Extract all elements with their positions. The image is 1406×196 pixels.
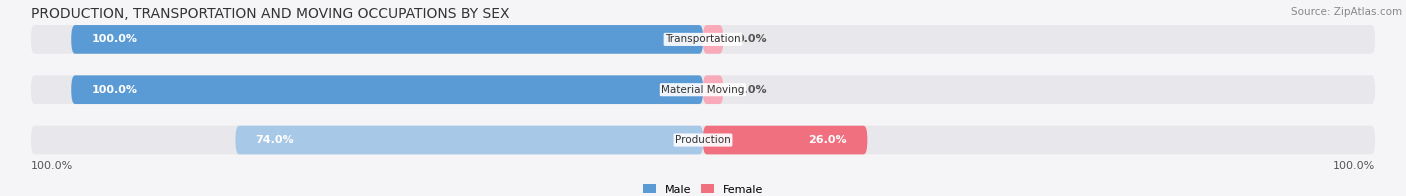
Text: Transportation: Transportation: [665, 34, 741, 44]
Text: 0.0%: 0.0%: [737, 34, 768, 44]
Text: Material Moving: Material Moving: [661, 85, 745, 95]
Text: Production: Production: [675, 135, 731, 145]
FancyBboxPatch shape: [72, 25, 703, 54]
Text: PRODUCTION, TRANSPORTATION AND MOVING OCCUPATIONS BY SEX: PRODUCTION, TRANSPORTATION AND MOVING OC…: [31, 7, 509, 21]
FancyBboxPatch shape: [703, 25, 723, 54]
Text: 74.0%: 74.0%: [256, 135, 294, 145]
Text: 100.0%: 100.0%: [1333, 161, 1375, 171]
FancyBboxPatch shape: [703, 75, 723, 104]
Text: 100.0%: 100.0%: [91, 85, 138, 95]
Text: Source: ZipAtlas.com: Source: ZipAtlas.com: [1291, 7, 1402, 17]
Legend: Male, Female: Male, Female: [643, 184, 763, 195]
FancyBboxPatch shape: [31, 126, 1375, 154]
Text: 0.0%: 0.0%: [737, 85, 768, 95]
Text: 26.0%: 26.0%: [808, 135, 846, 145]
FancyBboxPatch shape: [72, 75, 703, 104]
FancyBboxPatch shape: [31, 25, 1375, 54]
FancyBboxPatch shape: [703, 126, 868, 154]
Text: 100.0%: 100.0%: [31, 161, 73, 171]
FancyBboxPatch shape: [235, 126, 703, 154]
Text: 100.0%: 100.0%: [91, 34, 138, 44]
FancyBboxPatch shape: [31, 75, 1375, 104]
